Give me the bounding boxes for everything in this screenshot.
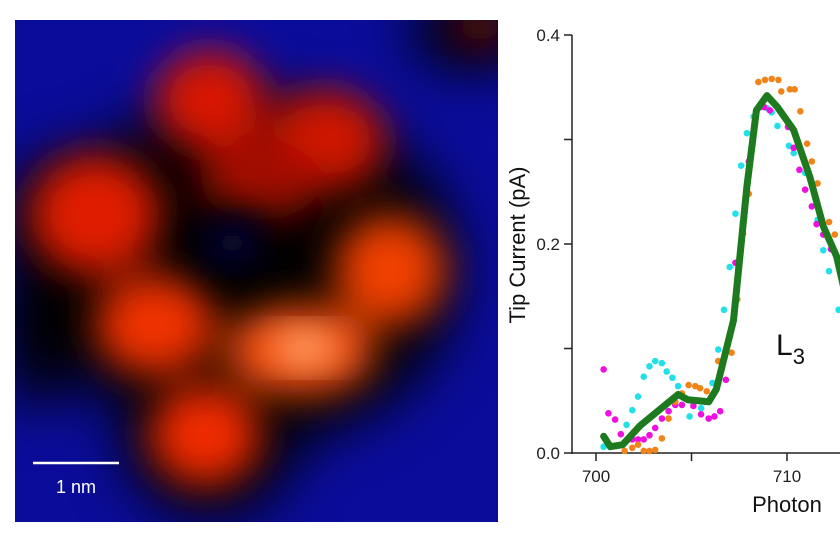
data-point bbox=[835, 306, 840, 314]
data-point bbox=[665, 415, 672, 422]
data-point bbox=[790, 144, 797, 152]
x-axis-title: Photon bbox=[752, 492, 822, 517]
data-point bbox=[663, 368, 670, 375]
data-point bbox=[628, 406, 636, 414]
data-point bbox=[726, 263, 733, 271]
data-point bbox=[775, 76, 782, 84]
data-point bbox=[761, 76, 769, 84]
data-point bbox=[703, 388, 711, 395]
data-point bbox=[646, 431, 653, 439]
data-point bbox=[611, 416, 619, 423]
data-point bbox=[646, 447, 653, 455]
data-point bbox=[720, 306, 728, 314]
data-point bbox=[755, 78, 762, 86]
data-point bbox=[705, 415, 712, 422]
data-point bbox=[669, 374, 676, 382]
data-point bbox=[697, 404, 705, 412]
data-point bbox=[651, 446, 659, 454]
data-point bbox=[685, 381, 692, 389]
data-point bbox=[600, 366, 607, 373]
y-axis-title: Tip Current (pA) bbox=[505, 167, 530, 324]
data-point bbox=[797, 107, 804, 115]
data-point bbox=[674, 382, 682, 390]
data-point bbox=[801, 186, 809, 193]
data-point bbox=[634, 441, 642, 448]
data-point bbox=[697, 411, 705, 418]
data-point bbox=[808, 203, 816, 210]
data-point bbox=[690, 402, 697, 410]
data-point bbox=[665, 407, 672, 415]
y-tick-label: 0.4 bbox=[536, 26, 560, 45]
data-point bbox=[658, 415, 666, 422]
scale-bar-label: 1 nm bbox=[56, 477, 96, 497]
data-point bbox=[722, 376, 730, 384]
data-point bbox=[621, 447, 628, 455]
data-point bbox=[651, 357, 659, 365]
data-point bbox=[743, 129, 751, 137]
data-point bbox=[640, 447, 648, 455]
data-point bbox=[796, 166, 803, 174]
data-point bbox=[825, 218, 833, 226]
data-point bbox=[678, 401, 686, 409]
chart: 0.0 0.2 0.4 700 710 Tip Current (pA) Photon… bbox=[505, 26, 840, 517]
data-point bbox=[658, 435, 666, 442]
y-tick-label: 0.2 bbox=[536, 235, 560, 254]
data-point bbox=[803, 140, 811, 147]
data-point bbox=[813, 220, 820, 228]
data-point bbox=[640, 373, 648, 381]
data-point bbox=[774, 122, 781, 130]
data-point bbox=[646, 362, 653, 370]
data-point bbox=[790, 149, 797, 157]
data-point bbox=[686, 413, 693, 420]
data-point bbox=[791, 86, 798, 93]
data-point bbox=[628, 444, 636, 452]
data-point bbox=[617, 430, 625, 438]
data-point bbox=[814, 180, 821, 187]
data-point bbox=[808, 158, 816, 165]
data-point bbox=[777, 88, 785, 95]
data-point bbox=[768, 75, 776, 83]
y-tick-label: 0.0 bbox=[536, 444, 560, 463]
data-point bbox=[728, 349, 735, 356]
data-point bbox=[732, 210, 739, 217]
stm-image: 1 nm bbox=[15, 20, 498, 522]
data-point bbox=[737, 162, 745, 169]
data-point bbox=[696, 384, 704, 392]
data-point bbox=[634, 436, 642, 443]
data-point bbox=[766, 106, 774, 114]
data-point bbox=[831, 231, 839, 238]
x-tick-label: 700 bbox=[582, 467, 610, 486]
data-point bbox=[825, 267, 833, 275]
data-point bbox=[711, 413, 718, 420]
data-point bbox=[786, 86, 794, 93]
data-point bbox=[640, 436, 648, 443]
data-point bbox=[634, 393, 642, 400]
x-tick-label: 710 bbox=[773, 467, 801, 486]
data-point bbox=[819, 246, 827, 254]
data-point bbox=[623, 421, 630, 429]
data-point bbox=[714, 346, 722, 353]
data-point bbox=[658, 359, 666, 367]
data-point bbox=[716, 407, 724, 415]
data-point bbox=[651, 424, 659, 432]
series-line bbox=[600, 92, 840, 451]
l3-annotation: L3 bbox=[776, 329, 805, 369]
data-point bbox=[605, 409, 612, 417]
